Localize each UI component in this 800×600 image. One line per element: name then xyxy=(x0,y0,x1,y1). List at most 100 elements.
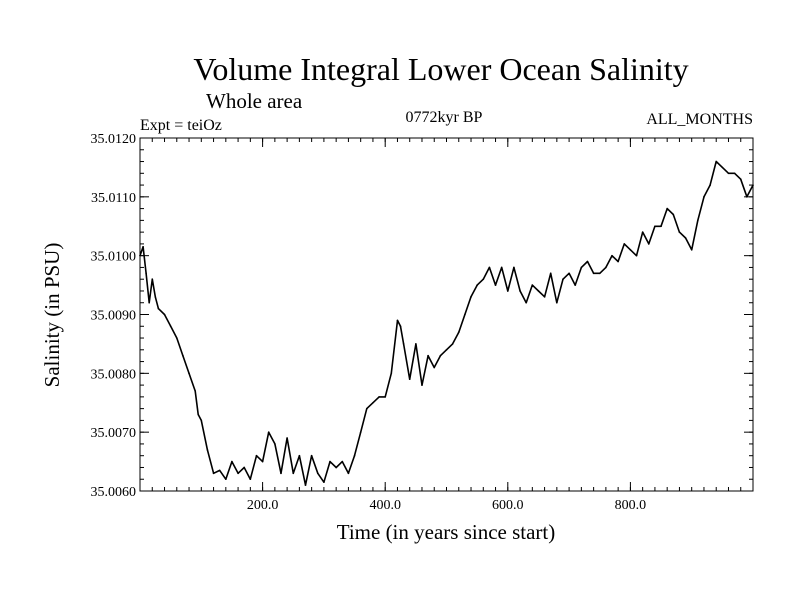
data-point xyxy=(154,296,157,298)
data-point xyxy=(415,343,417,345)
data-point xyxy=(721,166,724,169)
y-axis-ticks: 35.0060 35.0070 35.0080 35.0090 35.0100 35.01… xyxy=(91,132,753,500)
data-point xyxy=(439,354,442,357)
data-point xyxy=(752,184,754,186)
data-point xyxy=(684,237,687,239)
data-point xyxy=(408,378,411,381)
data-point xyxy=(476,284,478,286)
data-point xyxy=(746,196,748,198)
data-point xyxy=(421,384,423,386)
period-label: 0772kyr BP xyxy=(406,109,483,126)
y-tick-label: 35.0080 xyxy=(91,367,137,382)
data-point xyxy=(212,472,215,475)
data-point xyxy=(359,431,362,433)
data-point xyxy=(304,484,307,486)
data-point xyxy=(427,354,429,357)
data-point xyxy=(672,213,675,216)
data-point xyxy=(218,469,221,472)
data-point xyxy=(556,301,558,304)
data-point xyxy=(200,419,203,422)
data-point xyxy=(525,301,527,304)
x-tick-label: 400.0 xyxy=(369,498,401,513)
data-point xyxy=(549,272,552,275)
data-point xyxy=(507,290,509,292)
x-axis-ticks: 200.0 400.0 600.0 800.0 xyxy=(247,138,646,513)
data-point xyxy=(206,449,209,451)
data-point xyxy=(274,443,276,445)
data-point xyxy=(500,266,503,269)
data-point xyxy=(464,313,466,316)
data-point xyxy=(402,343,405,345)
data-point xyxy=(188,372,190,375)
data-point xyxy=(574,284,577,286)
chart-title: Volume Integral Lower Ocean Salinity xyxy=(193,51,688,87)
y-tick-label: 35.0060 xyxy=(91,485,137,500)
data-point xyxy=(310,454,313,457)
data-point xyxy=(580,266,583,269)
data-point xyxy=(470,296,472,298)
data-point xyxy=(347,472,350,475)
data-point xyxy=(255,454,258,457)
data-point xyxy=(451,343,454,345)
data-point xyxy=(249,478,252,481)
data-point xyxy=(372,401,374,404)
data-point xyxy=(169,325,172,328)
data-point xyxy=(280,472,282,475)
x-axis-label: Time (in years since start) xyxy=(337,520,556,544)
data-point xyxy=(733,172,736,175)
data-point xyxy=(457,331,460,333)
data-point xyxy=(148,301,150,304)
y-axis-label: Salinity (in PSU) xyxy=(40,243,64,388)
data-point xyxy=(261,460,264,463)
data-point xyxy=(617,260,619,263)
data-point xyxy=(139,254,141,257)
data-point xyxy=(647,243,650,245)
data-point xyxy=(163,313,166,316)
data-point xyxy=(329,460,331,463)
experiment-label: Expt = teiOz xyxy=(140,117,222,134)
data-point xyxy=(697,219,699,222)
data-point xyxy=(145,272,147,275)
data-point xyxy=(433,366,436,369)
data-point xyxy=(157,307,160,310)
y-tick-label: 35.0070 xyxy=(91,426,137,441)
data-point xyxy=(286,437,288,439)
data-point xyxy=(537,290,540,292)
y-tick-label: 35.0100 xyxy=(91,250,137,265)
data-point xyxy=(562,278,564,281)
data-point xyxy=(611,254,613,257)
data-point xyxy=(635,254,638,257)
data-point xyxy=(727,172,730,175)
data-point xyxy=(399,325,402,328)
data-point xyxy=(592,272,595,275)
data-point xyxy=(715,160,718,163)
data-point xyxy=(182,354,184,357)
data-point xyxy=(396,319,399,322)
minor-ticks xyxy=(140,138,753,491)
data-point xyxy=(231,460,233,463)
y-tick-label: 35.0110 xyxy=(91,191,136,206)
data-point xyxy=(378,396,380,398)
data-point xyxy=(739,178,742,180)
data-point xyxy=(323,481,325,483)
x-tick-label: 200.0 xyxy=(247,498,279,513)
data-point xyxy=(623,243,626,245)
data-point xyxy=(660,225,662,228)
data-point xyxy=(197,413,200,416)
data-point xyxy=(267,431,270,433)
data-point xyxy=(151,278,154,281)
data-point xyxy=(690,248,693,251)
months-label: ALL_MONTHS xyxy=(646,111,753,128)
plot-frame xyxy=(139,137,754,492)
data-point xyxy=(243,466,246,469)
x-tick-label: 800.0 xyxy=(615,498,647,513)
data-point xyxy=(494,284,497,286)
data-point xyxy=(142,246,144,248)
series-layer xyxy=(139,160,754,486)
data-point xyxy=(390,372,393,375)
data-point xyxy=(194,390,196,392)
data-point xyxy=(629,248,632,251)
series-line xyxy=(139,160,754,486)
data-point xyxy=(666,207,668,210)
